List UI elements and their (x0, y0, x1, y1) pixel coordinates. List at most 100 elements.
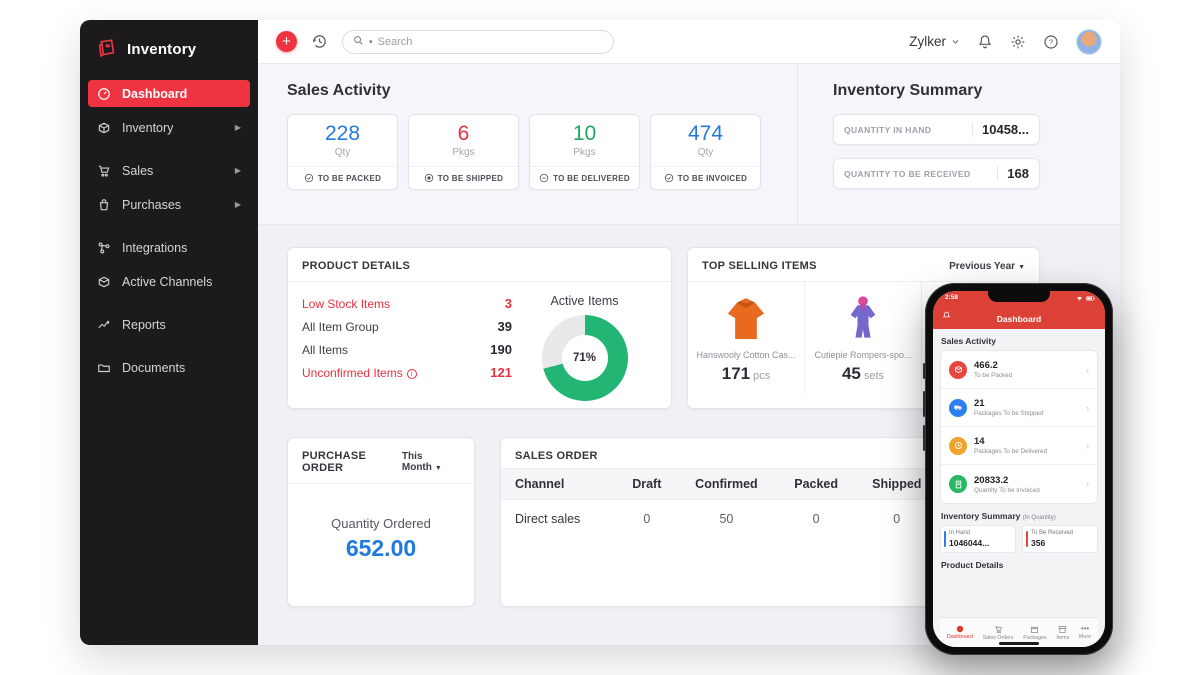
phone-nav-more[interactable]: ••• More (1079, 624, 1092, 641)
all-item-group-row[interactable]: All Item Group 39 (302, 315, 512, 338)
search-icon (353, 33, 364, 51)
phone-inventory-summary-cards: In Hand 1046044... To Be Received 356 (940, 525, 1098, 553)
metric-unit: Qty (697, 147, 714, 158)
cell-channel[interactable]: Direct sales (515, 512, 581, 526)
product-image-romper (841, 290, 885, 348)
sidebar-item-purchases[interactable]: Purchases ▶ (88, 191, 250, 218)
row-value: 3 (504, 296, 512, 311)
phone-mockup: 2:58 Dashboard Sales Activity 466.2 To be… (923, 283, 1113, 655)
sidebar-item-label: Integrations (122, 240, 188, 255)
phone-nav-sales-orders[interactable]: Sales Orders (983, 625, 1013, 641)
col-channel: Channel (501, 468, 619, 500)
cell-confirmed: 50 (719, 512, 734, 526)
phone-clock: 2:58 (945, 294, 959, 301)
card-to-be-packed[interactable]: 228 Qty TO BE PACKED (287, 114, 398, 190)
search-box[interactable]: ▾ (342, 29, 614, 54)
svg-text:?: ? (1049, 37, 1053, 46)
notifications-bell-icon[interactable] (977, 34, 993, 50)
low-stock-items-row[interactable]: Low Stock Items 3 (302, 292, 512, 315)
card-to-be-shipped[interactable]: 6 Pkgs TO BE SHIPPED (408, 114, 519, 190)
topbar: + ▾ Zylker (258, 20, 1120, 64)
inventory-icon (97, 120, 112, 135)
col-packed: Packed (777, 468, 855, 500)
phone-status-icons (1076, 295, 1095, 301)
col-confirmed: Confirmed (675, 468, 778, 500)
phone-header: 2:58 Dashboard (933, 291, 1105, 329)
table-row[interactable]: Direct sales 0 50 0 0 (501, 500, 939, 539)
accent-bar (1026, 531, 1028, 547)
sidebar-item-integrations[interactable]: Integrations (88, 234, 250, 261)
sidebar-item-label: Sales (122, 163, 154, 178)
quantity-to-be-received-row[interactable]: QUANTITY TO BE RECEIVED 168 (833, 158, 1040, 189)
unconfirmed-items-row[interactable]: Unconfirmed Items i 121 (302, 361, 512, 384)
info-icon[interactable]: i (406, 368, 417, 379)
user-avatar[interactable] (1076, 28, 1102, 55)
channels-icon (97, 274, 112, 289)
sidebar-item-active-channels[interactable]: Active Channels (88, 268, 250, 295)
phone-row-to-be-delivered[interactable]: 14 Packages To be Delivered › (941, 427, 1097, 465)
sidebar-item-inventory[interactable]: Inventory ▶ (88, 114, 250, 141)
phone-in-hand-card[interactable]: In Hand 1046044... (940, 525, 1016, 553)
settings-gear-icon[interactable] (1010, 34, 1026, 50)
phone-row-to-be-shipped[interactable]: 21 Packages To be Shipped › (941, 389, 1097, 427)
sidebar-item-reports[interactable]: Reports (88, 311, 250, 338)
inventory-summary-rows: QUANTITY IN HAND 10458... QUANTITY TO BE… (833, 114, 1040, 202)
top-selling-item[interactable]: Cutiepie Rompers-spo... 45 sets (805, 282, 922, 394)
phone-nav-dashboard[interactable]: Dashboard (947, 625, 973, 640)
sidebar-item-sales[interactable]: Sales ▶ (88, 157, 250, 184)
sidebar-item-label: Active Channels (122, 274, 213, 289)
quantity-in-hand-row[interactable]: QUANTITY IN HAND 10458... (833, 114, 1040, 145)
metric-status: TO BE PACKED (317, 173, 382, 183)
row-label: All Items (302, 342, 349, 357)
chevron-right-icon: ▶ (234, 166, 241, 175)
phone-row-to-be-packed[interactable]: 466.2 To be Packed › (941, 351, 1097, 389)
phone-to-be-received-card[interactable]: To Be Received 356 (1022, 525, 1098, 553)
org-switcher[interactable]: Zylker (909, 34, 960, 49)
phone-inventory-summary-title: Inventory Summary (In Quantity) (941, 511, 1056, 521)
chevron-right-icon: › (1086, 402, 1089, 413)
metric-status: TO BE INVOICED (677, 173, 748, 183)
product-image-sweater (717, 290, 775, 348)
cell-draft: 0 (643, 512, 651, 526)
phone-product-details-title: Product Details (941, 560, 1004, 570)
quick-create-button[interactable]: + (276, 31, 297, 52)
purchase-order-card: PURCHASE ORDER This Month ▼ Quantity Orde… (287, 437, 475, 607)
more-ellipsis-icon: ••• (1080, 624, 1090, 633)
truck-icon (949, 398, 967, 417)
search-input[interactable] (377, 35, 603, 48)
phone-volume-button (923, 391, 925, 417)
phone-sales-activity-list: 466.2 To be Packed › 21 Packages To be Shi… (940, 350, 1098, 504)
metric-value: 652.00 (345, 535, 417, 561)
search-scope-caret-icon[interactable]: ▾ (369, 38, 373, 46)
recent-activity-icon[interactable] (311, 33, 328, 50)
sidebar-item-dashboard[interactable]: Dashboard (88, 80, 250, 107)
metric-unit: Pkgs (573, 147, 596, 158)
phone-nav-packages[interactable]: Packages (1023, 625, 1047, 641)
row-value: 121 (490, 365, 512, 380)
metric-value: 474 (687, 122, 724, 145)
integrations-icon (97, 240, 112, 255)
clock-icon (949, 436, 967, 455)
row-label: Unconfirmed Items (302, 365, 403, 380)
phone-screen: 2:58 Dashboard Sales Activity 466.2 To be… (933, 291, 1105, 647)
invoice-icon (949, 475, 967, 493)
help-icon[interactable]: ? (1043, 34, 1059, 50)
sidebar-item-label: Purchases (122, 197, 182, 212)
card-to-be-invoiced[interactable]: 474 Qty TO BE INVOICED (650, 114, 761, 190)
metric-value: 228 (324, 122, 361, 145)
topbar-right: Zylker ? (909, 28, 1102, 55)
phone-home-indicator (999, 642, 1039, 645)
sidebar-item-documents[interactable]: Documents (88, 354, 250, 381)
all-items-row[interactable]: All Items 190 (302, 338, 512, 361)
folder-icon (97, 360, 112, 375)
phone-nav-items[interactable]: Items (1056, 625, 1069, 641)
phone-bell-icon[interactable] (942, 307, 951, 325)
phone-row-to-be-invoiced[interactable]: 20833.2 Quantity To be Invoiced › (941, 465, 1097, 503)
row-label: Low Stock Items (302, 296, 391, 311)
product-name: Cutiepie Rompers-spo... (814, 350, 912, 360)
top-selling-item[interactable]: Hanswooly Cotton Cas... 171 pcs (688, 282, 805, 394)
card-to-be-delivered[interactable]: 10 Pkgs TO BE DELIVERED (529, 114, 640, 190)
period-selector[interactable]: Previous Year ▼ (949, 260, 1025, 272)
donut-percent: 71% (572, 352, 597, 364)
period-selector[interactable]: This Month ▼ (401, 451, 442, 473)
